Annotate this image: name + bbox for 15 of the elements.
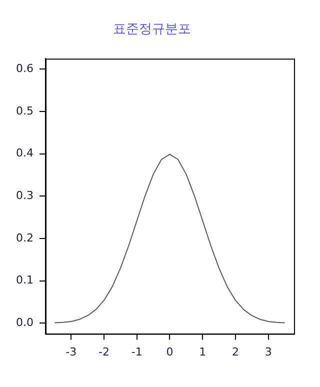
- x-tick-label: -1: [131, 345, 142, 358]
- y-tick-label: 0.1: [16, 274, 34, 287]
- x-tick-label: 1: [199, 345, 206, 358]
- y-tick-label: 0.2: [16, 231, 34, 244]
- x-tick-label: -2: [98, 345, 110, 358]
- x-tick-label: -3: [66, 345, 77, 358]
- x-tick-label: 0: [166, 345, 174, 358]
- x-tick-label: 3: [264, 345, 272, 358]
- y-tick-label: 0.4: [16, 146, 34, 160]
- x-tick-label: 2: [232, 345, 239, 358]
- y-tick-label: 0.6: [16, 62, 34, 76]
- y-tick-label: 0.5: [16, 104, 34, 118]
- y-tick-label: 0.3: [16, 189, 34, 202]
- y-tick-label: 0.0: [16, 316, 34, 330]
- chart-title: 표준정규분포: [113, 22, 191, 38]
